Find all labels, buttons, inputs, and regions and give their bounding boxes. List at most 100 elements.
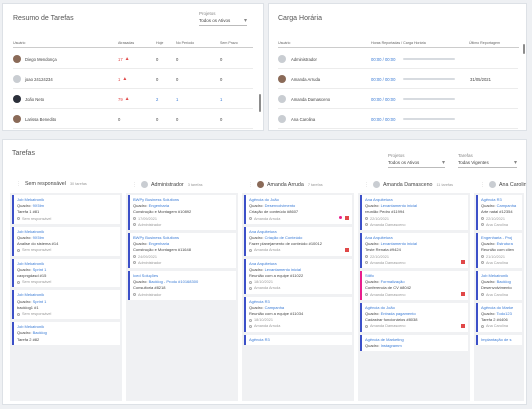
carga-row[interactable]: Administrador 00:00 / 00:00 (278, 50, 518, 69)
task-card[interactable]: Ana Arquitetura Quadro: Levantamento inic… (360, 195, 468, 231)
card-task-name[interactable]: Reunião com a equipe #11022 (249, 273, 304, 279)
card-project[interactable]: BWPy Business Solutions (133, 197, 180, 202)
task-card[interactable]: Job Mekatronik Quadro: Backlog Tarefa 2 #8… (12, 322, 120, 345)
card-board[interactable]: 9X5lm (32, 235, 44, 241)
card-task-name[interactable]: reunião Pedro #11994 (365, 209, 405, 215)
card-project[interactable]: Implantação de s (481, 336, 512, 342)
task-card[interactable]: Agência de Marketing Quadro: Instagramm (360, 334, 468, 352)
card-board[interactable]: Engenharia (148, 241, 170, 247)
card-project[interactable]: Ana Arquitetura (365, 235, 393, 241)
carga-row[interactable]: Amanda Damasceno 00:00 / 00:00 (278, 90, 518, 109)
task-card[interactable]: Agência do João Quadro: Desenvolvimento Cr… (244, 195, 352, 224)
card-task-name[interactable]: Analise do sistema #14 (17, 241, 59, 247)
card-board[interactable]: Estrutura (496, 241, 513, 247)
card-board[interactable]: Backlog (496, 279, 511, 285)
task-card[interactable]: Agência do Marke Quadro: Todo123 Tarefa 2 … (476, 302, 522, 332)
tarefas-status-filter[interactable]: Tarefas Todas Vigentes (458, 153, 517, 168)
card-project[interactable]: Stilfo (365, 273, 374, 279)
atrasadas-cell[interactable]: 79 ▲ (118, 96, 156, 102)
task-card[interactable]: Job Mekatronik Quadro: Backlog Desenvolvim… (476, 271, 522, 300)
flag-icon[interactable] (461, 260, 465, 265)
card-board[interactable]: Sprint 1 (32, 298, 47, 304)
hoje-value[interactable]: 0 (156, 116, 159, 122)
task-card[interactable]: Ana Arquitetura Quadro: Levantamento inic… (244, 258, 352, 294)
card-board[interactable]: Campanha (496, 203, 517, 209)
task-card[interactable]: Job Mekatronik Quadro: 9X5lm Analise do si… (12, 226, 120, 256)
card-project[interactable]: BWPy Business Solutions (133, 235, 180, 241)
card-task-name[interactable]: Construção e Montagem #11648 (133, 247, 191, 253)
drag-handle-icon[interactable]: ⋮ (364, 181, 369, 188)
hoje-value[interactable]: 2 (156, 96, 159, 102)
card-board[interactable]: Formalização (380, 279, 405, 285)
semprazo-value[interactable]: 0 (220, 76, 223, 82)
card-board[interactable]: 9X5lm (32, 203, 44, 209)
card-task-name[interactable]: Tarefa 2 #4406 (481, 317, 508, 323)
task-card[interactable]: Job Mekatronik Quadro: Sprint 1 backlog1 #… (12, 290, 120, 320)
resumo-row[interactable]: Diego Mendonça 17 ▲ 0 0 0 (13, 50, 253, 69)
resumo-row[interactable]: joao 24124234 1 ▲ 0 0 0 (13, 70, 253, 89)
hoje-value[interactable]: 0 (156, 56, 159, 62)
projetos-filter[interactable]: Projetos Todos os Ativos (199, 11, 247, 26)
card-board[interactable]: Criação de Conteúdo (264, 235, 303, 241)
card-task-name[interactable]: backlog1 #1 (17, 304, 39, 310)
card-project[interactable]: Job Mekatronik (17, 292, 45, 298)
task-card[interactable]: Iced Soluções Quadro: Backlog - Produ #10… (128, 271, 236, 300)
card-project[interactable]: Agência do Marke (481, 304, 514, 310)
card-project[interactable]: Ana Arquitetura (249, 260, 277, 266)
card-project[interactable]: Agência do João (249, 197, 279, 202)
task-card[interactable]: Agência do João Quadro: Entrada pagamento… (360, 302, 468, 332)
drag-handle-icon[interactable]: ⋮ (132, 181, 137, 188)
card-project[interactable]: Job Mekatronik (481, 273, 509, 279)
flag-icon[interactable] (461, 291, 465, 296)
task-card[interactable]: Agência R3 Quadro: Campanha Reunião com a … (244, 296, 352, 332)
task-card[interactable]: Job Mekatronik Quadro: 9X5lm Tarefa 1 #81 S… (12, 195, 120, 224)
card-task-name[interactable]: Cadastrar funcionários #8038 (365, 317, 418, 323)
card-project[interactable]: Iced Soluções (133, 273, 159, 279)
task-card[interactable]: Ana Arquitetura Quadro: Levantamento inic… (360, 233, 468, 269)
card-task-name[interactable]: Tarefa 2 #82 (17, 336, 40, 342)
kanban-column-header[interactable]: ⋮ Administrador 3 tarefas (132, 181, 202, 188)
card-board[interactable]: Instagramm (380, 342, 402, 348)
periodo-value[interactable]: 0 (176, 56, 179, 62)
periodo-value[interactable]: 0 (176, 116, 179, 122)
atrasadas-cell[interactable]: 1 ▲ (118, 76, 156, 82)
kanban-column-header[interactable]: ⋮ Ana Carolina (480, 181, 526, 188)
task-card[interactable]: Stilfo Quadro: Formalização Conferencia de… (360, 271, 468, 300)
drag-handle-icon[interactable]: ⋮ (480, 181, 485, 188)
resumo-row[interactable]: Larissa Benedito 0 0 0 0 (13, 110, 253, 129)
card-board[interactable]: Desenvolvimento (264, 203, 296, 209)
periodo-value[interactable]: 0 (176, 76, 179, 82)
card-board[interactable]: Levantamento inicial (264, 266, 302, 272)
card-project[interactable]: Agência R3 (481, 197, 502, 202)
carga-scrollbar[interactable] (523, 44, 525, 54)
card-task-name[interactable]: Tarefa 1 #81 (17, 209, 40, 215)
card-project[interactable]: Job Mekatronik (17, 228, 45, 234)
flag-icon[interactable] (345, 215, 349, 220)
card-project[interactable]: Ana Arquitetura (249, 228, 277, 234)
semprazo-value[interactable]: 1 (220, 96, 223, 102)
tarefas-projetos-filter[interactable]: Projetos Todos os Ativos (388, 153, 445, 168)
card-task-name[interactable]: Criação de conteúdo #8607 (249, 209, 299, 215)
drag-handle-icon[interactable]: ⋮ (248, 181, 253, 188)
hoje-value[interactable]: 0 (156, 76, 159, 82)
card-project[interactable]: Job Mekatronik (17, 260, 45, 266)
card-board[interactable]: Levantamento inicial (380, 241, 418, 247)
periodo-value[interactable]: 1 (176, 96, 179, 102)
resumo-row[interactable]: João Neto 79 ▲ 2 1 1 (13, 90, 253, 109)
flag-icon[interactable] (345, 247, 349, 252)
card-project[interactable]: Agência do João (365, 304, 395, 310)
flag-icon[interactable] (461, 323, 465, 328)
card-project[interactable]: Job Mekatronik (17, 197, 45, 202)
semprazo-value[interactable]: 0 (220, 116, 223, 122)
card-task-name[interactable]: Fazer planejamento de conteúdo #10012 (249, 241, 322, 247)
card-task-name[interactable]: Arte natal #12354 (481, 209, 513, 215)
card-project[interactable]: Agência R3 (249, 298, 270, 304)
task-card[interactable]: Agência R3 (244, 334, 352, 345)
card-board[interactable]: Backlog (32, 330, 47, 336)
task-card[interactable]: Agência R3 Quadro: Campanha Arte natal #12… (476, 195, 522, 231)
task-card[interactable]: BWPy Business Solutions Quadro: Engenhari… (128, 233, 236, 269)
task-card[interactable]: Ana Arquitetura Quadro: Criação de Conteú… (244, 226, 352, 256)
atrasadas-cell[interactable]: 0 (118, 117, 156, 122)
card-task-name[interactable]: Consultoria #8218 (133, 285, 166, 291)
projetos-filter-value[interactable]: Todos os Ativos (199, 17, 247, 26)
